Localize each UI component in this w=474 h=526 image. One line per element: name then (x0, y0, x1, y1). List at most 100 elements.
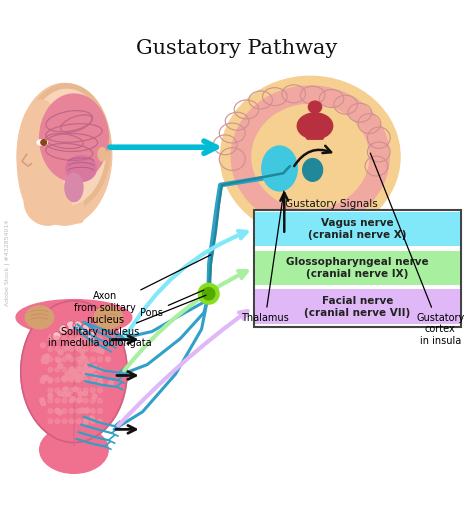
Circle shape (73, 321, 82, 330)
Circle shape (48, 409, 53, 413)
Circle shape (91, 357, 95, 362)
Ellipse shape (17, 84, 112, 225)
Circle shape (100, 349, 104, 354)
Circle shape (64, 377, 68, 381)
Circle shape (91, 419, 95, 423)
Circle shape (62, 378, 67, 382)
Circle shape (84, 361, 89, 366)
Text: Axon
from solitary
nucleus: Axon from solitary nucleus (74, 255, 211, 325)
Circle shape (73, 371, 77, 376)
FancyBboxPatch shape (43, 183, 83, 223)
Circle shape (83, 367, 88, 372)
Circle shape (55, 378, 60, 382)
Circle shape (98, 336, 102, 341)
Circle shape (49, 334, 54, 339)
Circle shape (66, 354, 71, 359)
Circle shape (55, 419, 60, 423)
Circle shape (48, 367, 53, 372)
Circle shape (55, 357, 60, 362)
Circle shape (78, 391, 83, 396)
Circle shape (68, 343, 73, 348)
FancyBboxPatch shape (255, 289, 460, 324)
FancyBboxPatch shape (307, 122, 323, 139)
Circle shape (69, 369, 73, 374)
Circle shape (83, 336, 88, 341)
Circle shape (88, 340, 92, 345)
Ellipse shape (23, 84, 110, 210)
Circle shape (78, 398, 82, 402)
Circle shape (78, 376, 83, 380)
Circle shape (55, 409, 60, 413)
Circle shape (98, 419, 102, 423)
Circle shape (72, 372, 77, 377)
Circle shape (69, 398, 74, 403)
Circle shape (52, 331, 61, 341)
Circle shape (76, 357, 81, 362)
Circle shape (80, 325, 90, 334)
FancyBboxPatch shape (255, 212, 460, 247)
Ellipse shape (24, 178, 72, 225)
Ellipse shape (17, 100, 64, 218)
Circle shape (41, 139, 46, 145)
Circle shape (86, 368, 91, 373)
Ellipse shape (220, 76, 400, 237)
Circle shape (83, 419, 88, 423)
Circle shape (84, 331, 89, 336)
Text: Thalamus: Thalamus (241, 191, 289, 322)
Circle shape (92, 394, 97, 399)
Circle shape (91, 409, 95, 413)
Circle shape (48, 398, 53, 403)
Ellipse shape (297, 113, 333, 139)
Circle shape (83, 347, 88, 351)
Circle shape (62, 367, 67, 372)
Circle shape (76, 378, 81, 382)
Circle shape (48, 393, 53, 398)
Circle shape (77, 343, 82, 348)
Circle shape (91, 398, 95, 403)
Circle shape (76, 336, 81, 341)
Circle shape (56, 358, 61, 363)
Ellipse shape (252, 105, 369, 209)
Text: Solitary nucleus
in medulla oblongata: Solitary nucleus in medulla oblongata (48, 295, 206, 348)
Circle shape (80, 408, 85, 413)
Circle shape (55, 367, 60, 372)
Circle shape (98, 388, 102, 393)
Ellipse shape (65, 173, 83, 201)
Circle shape (76, 373, 81, 378)
Circle shape (40, 398, 45, 402)
Circle shape (69, 336, 74, 341)
Circle shape (76, 409, 81, 413)
Circle shape (48, 378, 53, 383)
Ellipse shape (303, 158, 322, 181)
Circle shape (70, 367, 74, 371)
Circle shape (69, 378, 74, 382)
Circle shape (62, 357, 67, 362)
Circle shape (81, 356, 85, 360)
Text: Facial nerve
(cranial nerve VII): Facial nerve (cranial nerve VII) (304, 296, 410, 318)
Circle shape (76, 345, 81, 349)
Ellipse shape (94, 306, 123, 329)
Circle shape (69, 388, 74, 393)
Circle shape (69, 409, 74, 413)
Circle shape (76, 419, 81, 423)
Circle shape (75, 377, 80, 382)
Circle shape (202, 288, 215, 300)
Circle shape (81, 370, 86, 375)
Circle shape (48, 388, 53, 393)
Circle shape (83, 378, 88, 382)
Circle shape (89, 368, 93, 373)
Circle shape (75, 338, 80, 342)
Ellipse shape (231, 86, 389, 227)
Circle shape (72, 369, 76, 374)
Circle shape (91, 388, 95, 393)
Ellipse shape (40, 426, 108, 473)
Circle shape (65, 345, 70, 350)
Circle shape (42, 376, 46, 380)
Circle shape (76, 347, 81, 351)
Ellipse shape (21, 301, 127, 442)
Circle shape (98, 357, 102, 362)
Circle shape (76, 388, 81, 393)
Ellipse shape (262, 146, 297, 191)
Circle shape (82, 372, 87, 377)
Circle shape (62, 419, 67, 423)
